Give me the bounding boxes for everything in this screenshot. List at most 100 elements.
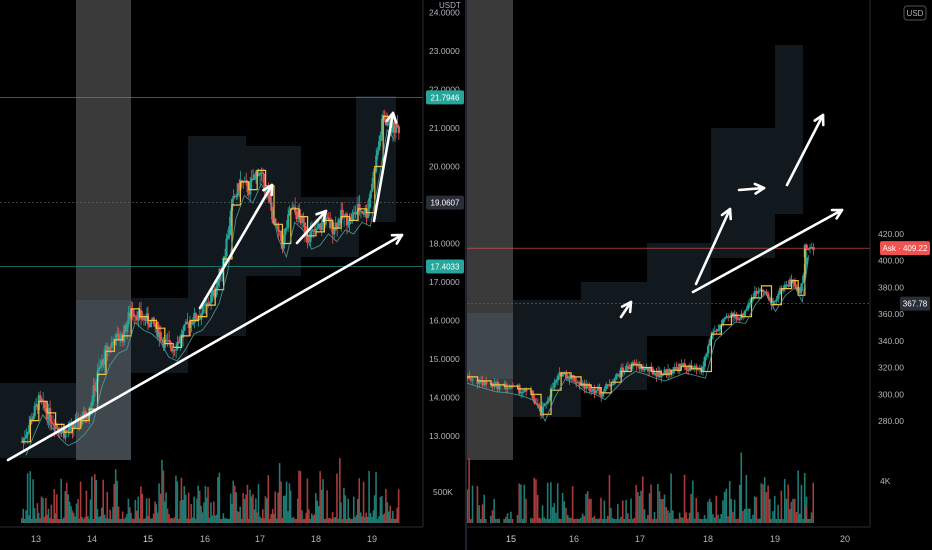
volume-bar: [22, 508, 25, 523]
currency-button[interactable]: [903, 5, 927, 21]
volume-bar: [23, 518, 26, 523]
volume-bar: [396, 507, 398, 523]
price-badge-label: 19.0607: [431, 199, 460, 208]
candle-body: [568, 376, 571, 380]
volume-bar: [159, 493, 162, 523]
volume-bar: [748, 508, 751, 523]
volume-bar: [760, 483, 763, 523]
volume-bar: [737, 518, 739, 523]
volume-bar: [772, 511, 774, 523]
volume-bar: [576, 518, 579, 523]
volume-bar: [648, 493, 651, 523]
volume-bar: [783, 478, 786, 523]
volume-bar: [166, 508, 169, 523]
candle-body: [177, 341, 181, 344]
candle-body: [596, 387, 600, 391]
volume-bar: [103, 514, 106, 523]
volume-bar: [516, 515, 519, 523]
volume-bar: [468, 458, 470, 523]
candle-body: [476, 379, 479, 384]
candle-body: [718, 325, 722, 330]
candle-body: [65, 430, 68, 432]
candle-body: [134, 315, 137, 317]
volume-bar: [198, 490, 201, 523]
candle-body: [268, 194, 272, 202]
candle-body: [135, 315, 139, 321]
volume-bar: [782, 518, 784, 523]
volume-bar: [773, 495, 776, 523]
volume-bar: [727, 516, 729, 523]
volume-bar: [46, 514, 48, 523]
volume-bar: [207, 486, 209, 523]
volume-bar: [505, 516, 507, 523]
volume-bar: [553, 503, 556, 523]
candle-body: [43, 400, 46, 409]
trend-arrow: [737, 186, 766, 192]
candle-body: [176, 341, 179, 350]
volume-bar: [222, 513, 225, 523]
candle-body: [554, 380, 558, 383]
volume-bar: [478, 505, 480, 523]
candle-body: [252, 178, 255, 180]
candle-body: [611, 383, 615, 386]
volume-bar: [268, 518, 271, 523]
volume-bar: [530, 518, 532, 523]
volume-bar: [214, 515, 216, 523]
candle-body: [184, 321, 188, 325]
candle-body: [686, 369, 690, 372]
candle-body: [243, 180, 246, 182]
volume-bar: [631, 518, 634, 523]
volume-bar: [141, 493, 144, 523]
candle-body: [128, 312, 132, 317]
volume-bar: [322, 479, 324, 523]
volume-bar: [702, 518, 704, 523]
volume-bar: [92, 518, 95, 523]
candle-body: [207, 302, 210, 305]
candle-body: [26, 432, 29, 435]
candle-body: [380, 118, 384, 136]
volume-bar: [277, 492, 279, 523]
candle-body: [305, 233, 308, 237]
volume-bar: [120, 518, 123, 523]
candle-body: [725, 316, 728, 318]
candle-body: [201, 305, 204, 314]
volume-bar: [225, 518, 228, 523]
price-axis[interactable]: [870, 0, 932, 550]
candle-body: [301, 216, 304, 224]
candle-body: [190, 320, 193, 325]
volume-bar: [536, 494, 539, 523]
currency-label: USD: [907, 9, 924, 18]
candle-body: [800, 283, 803, 292]
volume-bar: [201, 512, 204, 523]
candle-body: [30, 418, 33, 421]
candle-body: [675, 366, 678, 368]
candle-body: [337, 219, 340, 228]
volume-bar: [717, 514, 719, 523]
candle-body: [208, 302, 211, 305]
volume-bar: [95, 480, 98, 523]
candle-body: [120, 333, 123, 340]
candle-body: [516, 384, 519, 386]
candle-body: [151, 317, 154, 321]
candle-body: [757, 290, 760, 294]
volume-bar: [540, 518, 542, 523]
volume-bar: [351, 518, 354, 523]
candle-body: [295, 212, 298, 220]
candle-body: [246, 182, 249, 192]
candle-body: [104, 346, 108, 350]
volume-bar: [240, 518, 243, 523]
volume-bar: [229, 493, 232, 523]
price-axis[interactable]: [423, 0, 465, 550]
candle-body: [593, 388, 596, 394]
candle-body: [296, 210, 300, 220]
volume-bar: [389, 505, 392, 523]
candle-body: [364, 208, 367, 215]
volume-bar: [337, 518, 340, 523]
volume-bar: [369, 513, 372, 523]
volume-bar: [245, 494, 247, 523]
volume-bar: [126, 514, 128, 523]
candle-body: [484, 381, 488, 385]
candle-body: [396, 123, 399, 127]
range-box: [38, 383, 76, 458]
candle-body: [359, 211, 362, 213]
